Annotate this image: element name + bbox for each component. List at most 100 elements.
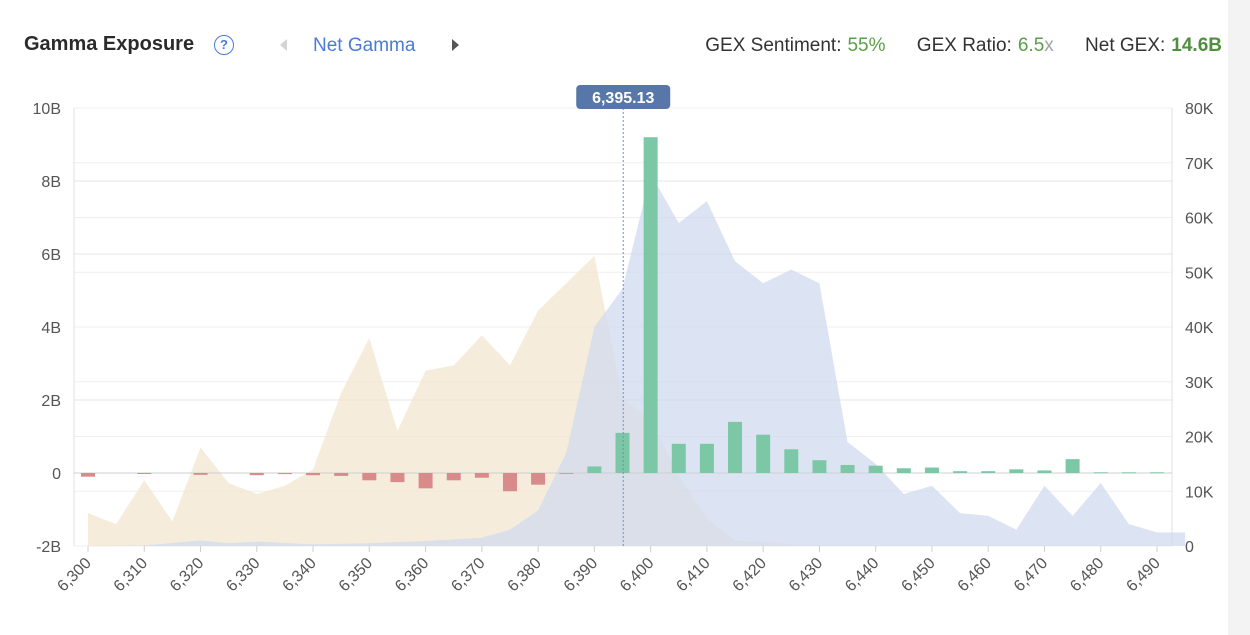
gex-ratio-label: GEX Ratio: — [916, 35, 1012, 56]
net-gex-label: Net GEX: — [1085, 35, 1166, 56]
right-tick-label: 30K — [1185, 375, 1214, 392]
gex-sentiment-value: 55% — [847, 35, 886, 56]
gamma-bar — [643, 137, 658, 473]
right-tick-label: 20K — [1185, 430, 1214, 447]
right-tick-label: 60K — [1185, 211, 1214, 228]
x-axis-ticks: 6,300 6,310 6,320 6,330 6,340 6,350 6,360 6,370… — [54, 546, 1164, 595]
prev-view-arrow-icon[interactable] — [280, 39, 287, 51]
gamma-bar — [981, 471, 996, 473]
left-tick-label: 6B — [41, 247, 61, 264]
gamma-bar — [249, 473, 264, 476]
x-tick-label: 6,350 — [336, 555, 376, 595]
x-tick-label: 6,370 — [448, 555, 488, 595]
gamma-bar — [868, 465, 883, 473]
gamma-bar — [277, 473, 292, 475]
gamma-bar — [306, 473, 321, 476]
help-icon[interactable]: ? — [214, 35, 234, 55]
gamma-bar — [615, 432, 630, 473]
gex-sentiment-label: GEX Sentiment: — [705, 35, 842, 56]
right-tick-label: 40K — [1185, 320, 1214, 337]
chart-title: Gamma Exposure — [24, 33, 195, 55]
gex-sentiment-stat: GEX Sentiment: 55% — [705, 35, 885, 57]
gamma-bar — [1093, 472, 1108, 474]
x-tick-label: 6,430 — [786, 555, 826, 595]
left-tick-label: 10B — [33, 101, 61, 118]
x-tick-label: 6,390 — [561, 555, 601, 595]
current-price-marker: 6,395.13 — [576, 85, 671, 546]
gamma-bar — [390, 473, 405, 483]
x-tick-label: 6,410 — [673, 555, 713, 595]
view-selector-label[interactable]: Net Gamma — [313, 35, 416, 56]
gamma-bar — [671, 443, 686, 473]
gex-ratio-stat: GEX Ratio: 6.5x — [917, 35, 1054, 57]
gamma-bar — [446, 473, 461, 481]
gamma-bar — [81, 473, 95, 477]
left-axis-ticks: -2B 0 2B 4B 6B 8B 10B — [33, 101, 62, 556]
right-tick-label: 10K — [1185, 484, 1214, 501]
x-tick-label: 6,450 — [898, 555, 938, 595]
right-tick-label: 50K — [1185, 265, 1214, 282]
gamma-bar — [502, 473, 517, 492]
gamma-bar — [812, 460, 827, 473]
page-scrollbar[interactable] — [1228, 0, 1250, 635]
gamma-bar — [924, 467, 939, 473]
gamma-bar — [418, 473, 433, 489]
gamma-bar — [559, 473, 574, 474]
gamma-bar — [334, 473, 349, 476]
right-tick-label: 80K — [1185, 101, 1214, 118]
right-axis-ticks: 0 10K 20K 30K 40K 50K 60K 70K 80K — [1185, 101, 1214, 556]
gamma-bar — [1065, 459, 1080, 473]
gamma-bar — [1150, 472, 1164, 474]
left-tick-label: 0 — [52, 466, 61, 483]
x-tick-label: 6,310 — [111, 555, 151, 595]
gamma-bar — [1121, 472, 1136, 474]
x-tick-label: 6,300 — [54, 555, 94, 595]
x-tick-label: 6,470 — [1011, 555, 1051, 595]
x-tick-label: 6,460 — [955, 555, 995, 595]
gamma-bar — [587, 466, 602, 473]
gamma-bar — [896, 468, 911, 473]
call-open-interest-area — [88, 173, 1186, 546]
right-tick-label: 70K — [1185, 156, 1214, 173]
x-tick-label: 6,340 — [280, 555, 320, 595]
x-tick-label: 6,490 — [1123, 555, 1163, 595]
current-price-label: 6,395.13 — [592, 90, 654, 107]
gamma-bar — [362, 473, 377, 481]
gamma-bar — [699, 443, 714, 473]
gamma-bar — [728, 421, 743, 473]
current-price-tag — [576, 85, 671, 109]
gamma-bar — [840, 464, 855, 473]
gamma-bar — [784, 449, 799, 473]
gex-ratio-unit: x — [1044, 35, 1054, 56]
right-tick-label: 0 — [1185, 539, 1194, 556]
x-tick-label: 6,360 — [392, 555, 432, 595]
next-view-arrow-icon[interactable] — [452, 39, 459, 51]
x-tick-label: 6,330 — [223, 555, 263, 595]
x-tick-label: 6,400 — [617, 555, 657, 595]
gamma-bar — [193, 473, 208, 475]
net-gamma-bars — [81, 137, 1164, 492]
gamma-bar — [137, 473, 152, 474]
left-tick-label: 8B — [41, 174, 61, 191]
net-gex-value: 14.6B — [1171, 35, 1222, 56]
gamma-bar — [474, 473, 489, 478]
gamma-bar — [756, 434, 771, 473]
net-gex-stat: Net GEX: 14.6B — [1085, 35, 1222, 57]
x-tick-label: 6,320 — [167, 555, 207, 595]
gamma-bar — [953, 471, 968, 473]
gex-stats: GEX Sentiment: 55% GEX Ratio: 6.5x Net GEX… — [679, 35, 1222, 57]
gamma-bar — [1037, 470, 1052, 473]
x-tick-label: 6,380 — [505, 555, 545, 595]
gamma-bar — [531, 473, 546, 485]
x-tick-label: 6,440 — [842, 555, 882, 595]
left-tick-label: -2B — [36, 539, 61, 556]
gamma-bar — [1009, 469, 1024, 473]
chart-header: Gamma Exposure ? Net Gamma GEX Sentiment… — [0, 0, 1250, 92]
gex-ratio-value: 6.5 — [1017, 35, 1045, 56]
left-tick-label: 2B — [41, 393, 61, 410]
x-tick-label: 6,480 — [1067, 555, 1107, 595]
left-tick-label: 4B — [41, 320, 61, 337]
x-tick-label: 6,420 — [730, 555, 770, 595]
call-area-layer — [88, 173, 1186, 546]
